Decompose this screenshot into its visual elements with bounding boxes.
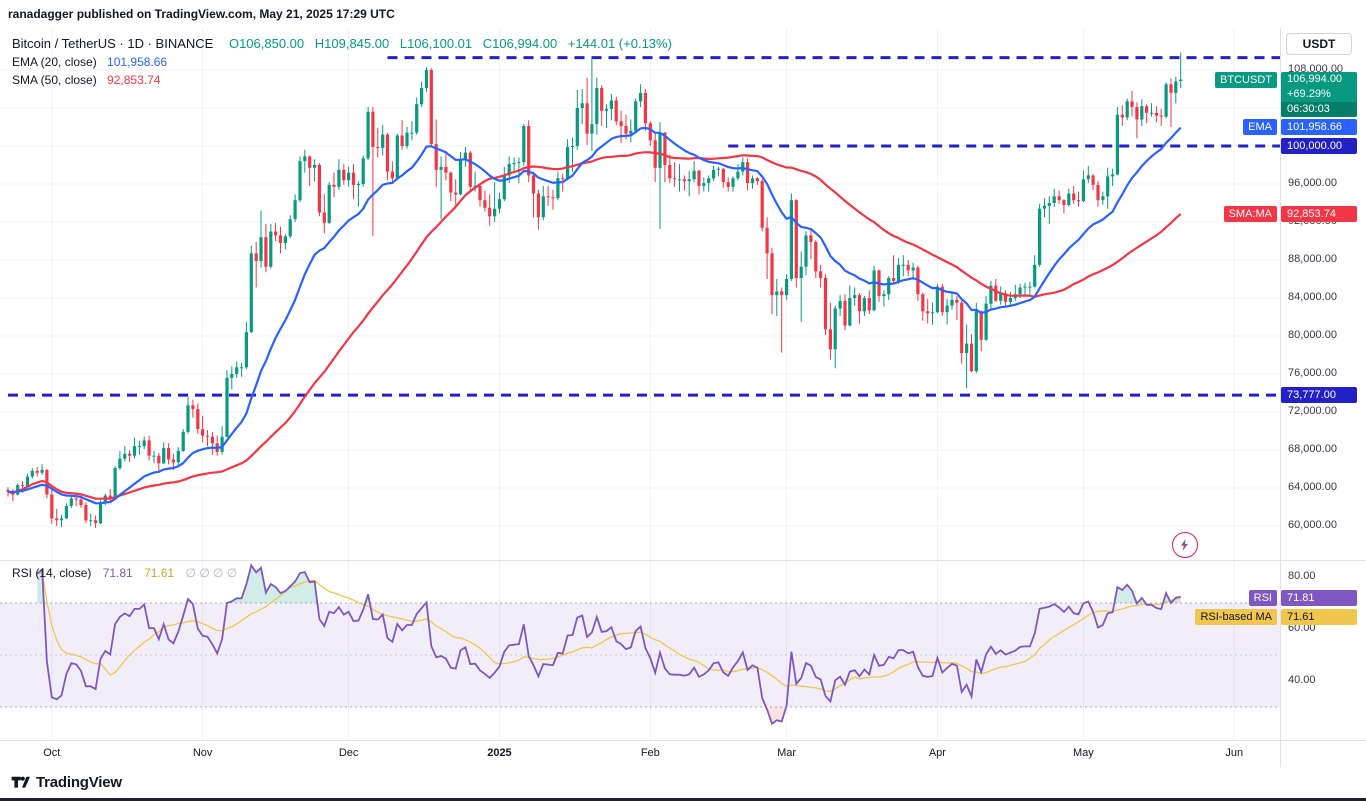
ema-value: 101,958.66 [107,55,168,69]
price-tick: 84,000.00 [1288,291,1337,303]
time-tick: Oct [43,747,61,759]
rsi-chip: RSI [1248,590,1277,607]
ema-chip: EMA [1243,119,1277,136]
time-tick: Dec [338,747,359,759]
ohlc-low: L106,100.01 [399,36,473,51]
rsi-tick: 40.00 [1288,674,1316,686]
time-axis[interactable]: Oct Nov Dec 2025 Feb Mar Apr May Jun [0,740,1366,767]
axis-corner-divider [1280,741,1281,767]
publish-info: ranadagger published on TradingView.com,… [0,0,1366,28]
tradingview-logo[interactable] [10,772,30,792]
grid-vertical [51,28,1235,740]
ohlc-change: +144.01 (+0.13%) [567,36,672,51]
symbol-legend-row[interactable]: Bitcoin / TetherUS · 1D · BINANCE O106,8… [12,36,672,51]
bar-countdown: 06:30:03 [1281,101,1357,117]
rsi-value-badge: 71.81 [1281,590,1357,607]
price-tick: 96,000.00 [1288,177,1337,189]
rsi-ma-line[interactable] [36,570,1181,692]
rsi-value: 71.81 [102,566,133,580]
rsi-hidden-plots: ∅ ∅ ∅ ∅ [185,566,238,580]
ohlc-close: C106,994.00 [482,36,558,51]
price-axis[interactable]: USDT 60,000.00 64,000.00 68,000.00 72,000.0… [1280,28,1366,766]
publish-text: ranadagger published on TradingView.com,… [8,7,395,21]
time-tick: Jun [1225,747,1244,759]
time-tick: Apr [928,747,946,759]
time-tick: Feb [640,747,660,759]
currency-toggle-button[interactable]: USDT [1286,33,1352,55]
rsi-ma-chip: RSI-based MA [1195,609,1277,626]
ohlc-high: H109,845.00 [314,36,390,51]
price-tick: 80,000.00 [1288,329,1337,341]
symbol-chip: BTCUSDT [1215,71,1277,88]
candles [6,52,1183,528]
time-tick: Nov [192,747,213,759]
price-tick: 60,000.00 [1288,519,1337,531]
ohlc-open: O106,850.00 [228,36,305,51]
sma-value: 92,853.74 [107,73,161,87]
grid-horizontal [0,69,1280,527]
chart-area[interactable]: Bitcoin / TetherUS · 1D · BINANCE O106,8… [0,28,1366,767]
time-tick: 2025 [487,747,512,759]
price-tick: 72,000.00 [1288,405,1337,417]
price-tick: 68,000.00 [1288,443,1337,455]
time-tick: May [1072,747,1094,759]
rsi-tick: 80.00 [1288,570,1316,582]
tradingview-wordmark[interactable]: TradingView [36,773,122,791]
sma-chip: SMA:MA [1223,205,1277,222]
symbol-price-badge: 106,994.00 +69.29% 06:30:03 [1281,71,1357,117]
lightning-icon [1180,539,1188,551]
time-tick: Mar [777,747,797,759]
quick-trade-button[interactable] [1172,532,1198,558]
price-tick: 76,000.00 [1288,367,1337,379]
ema-label: EMA (20, close) [12,55,97,69]
price-tick: 64,000.00 [1288,481,1337,493]
price-chart-plot[interactable] [0,28,1280,766]
last-price: 106,994.00 [1287,72,1343,85]
pane-divider[interactable] [0,560,1366,561]
sma-line[interactable] [7,151,1182,500]
rsi-ma-value-badge: 71.61 [1281,609,1357,626]
price-level-badge: 73,777.00 [1281,387,1357,404]
sma-value-badge: 92,853.74 [1281,205,1357,222]
window-bottom-edge [0,798,1366,801]
ema-value-badge: 101,958.66 [1281,119,1357,136]
rsi-pane [36,563,1181,726]
rsi-ma-value: 71.61 [144,566,175,580]
price-tick: 88,000.00 [1288,253,1337,265]
footer: TradingView [0,766,1366,798]
change-percent: +69.29% [1287,87,1331,100]
symbol-title: Bitcoin / TetherUS · 1D · BINANCE [12,36,214,51]
rsi-line[interactable] [36,563,1181,726]
sma-legend-row[interactable]: SMA (50, close) 92,853.74 [12,73,672,87]
sma-label: SMA (50, close) [12,73,97,87]
rsi-legend-row[interactable]: RSI (14, close) 71.81 71.61 ∅ ∅ ∅ ∅ [12,566,237,580]
ema-line[interactable] [7,126,1182,505]
rsi-label: RSI (14, close) [12,566,92,580]
price-level-badge: 100,000.00 [1281,138,1357,154]
rsi-band [0,603,1280,707]
ema-legend-row[interactable]: EMA (20, close) 101,958.66 [12,55,672,69]
chart-legend: Bitcoin / TetherUS · 1D · BINANCE O106,8… [12,36,672,91]
